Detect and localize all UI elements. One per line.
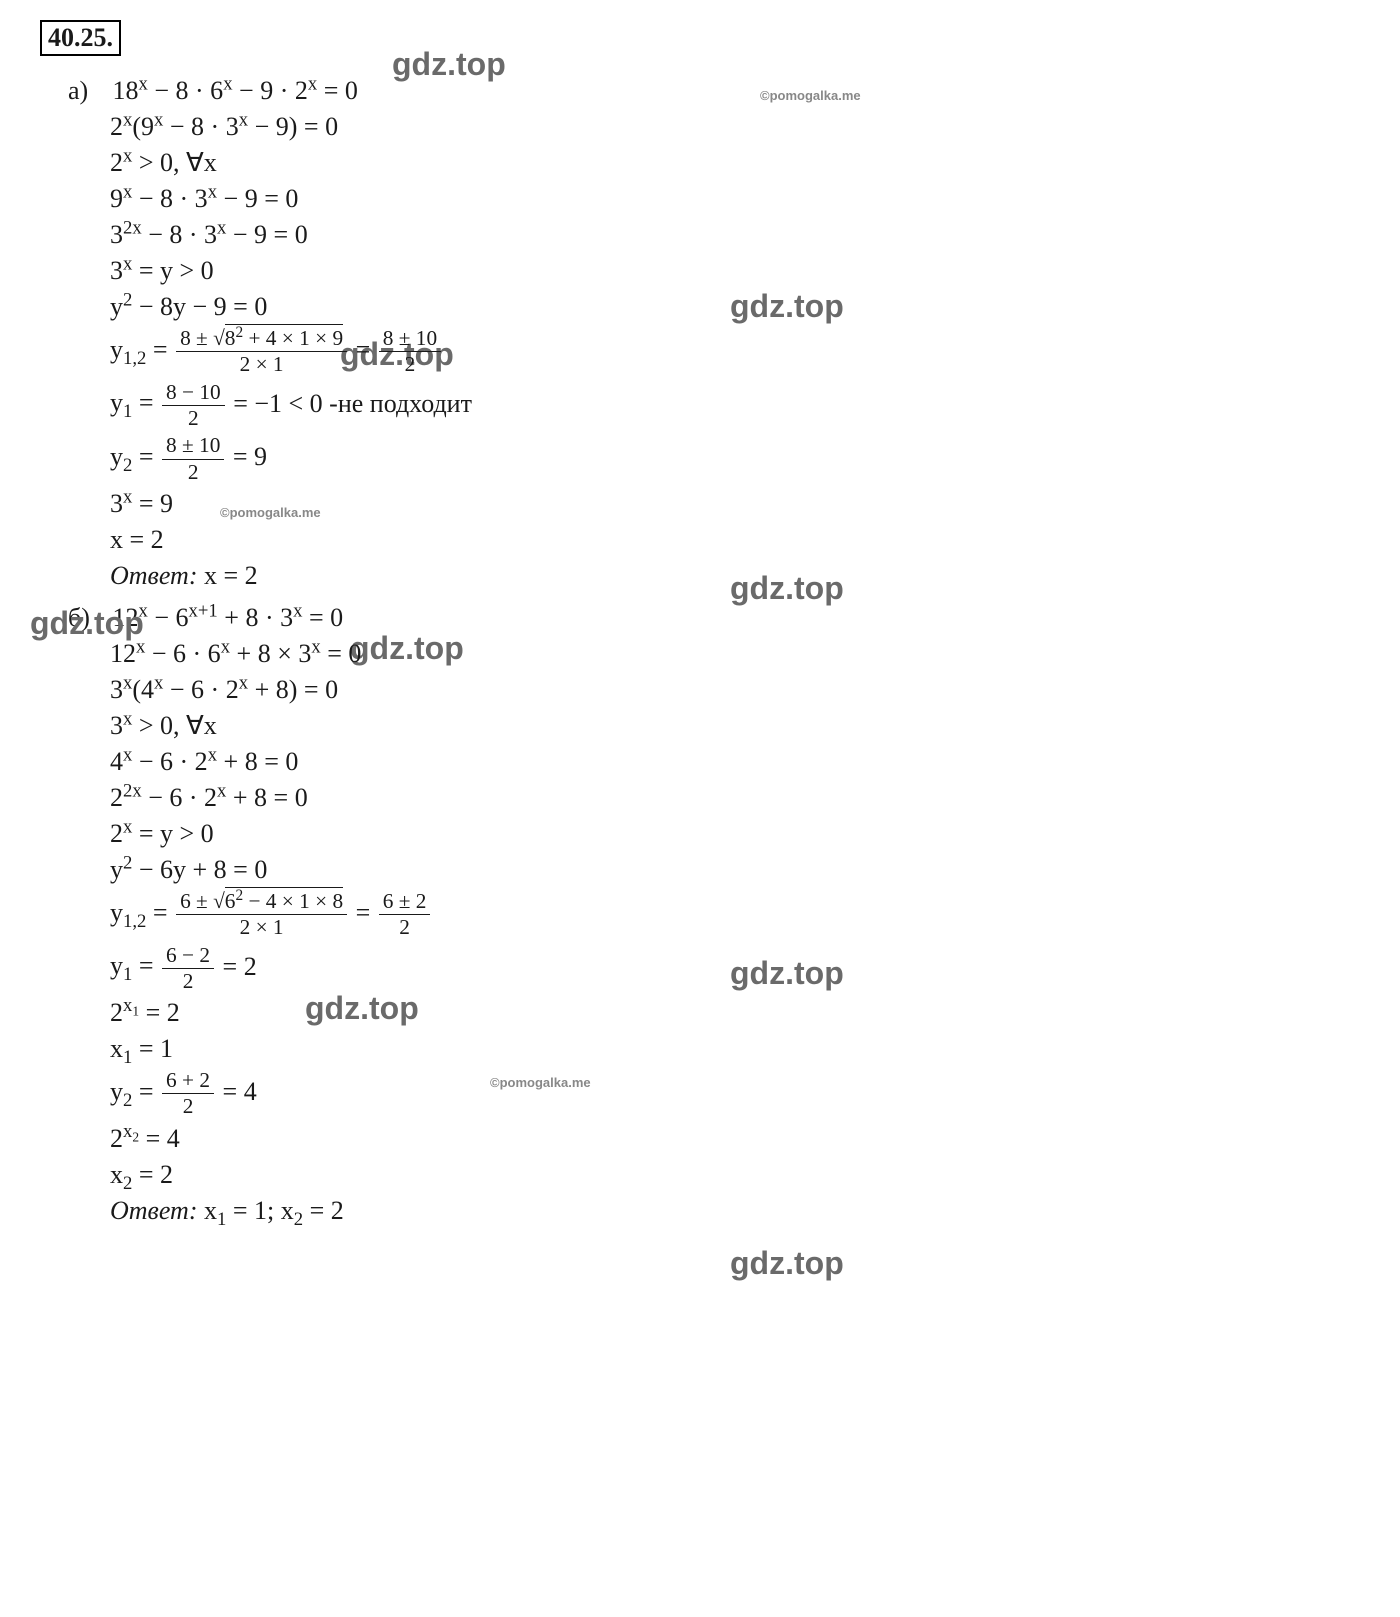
b-l13-lhs: y2 = bbox=[110, 1077, 154, 1106]
b-l9-num2: 6 ± 2 bbox=[379, 891, 431, 915]
part-a-line10: y2 = 8 ± 102 = 9 bbox=[110, 435, 1360, 483]
b-answer-label: Ответ: bbox=[110, 1196, 197, 1225]
b-l13-num: 6 + 2 bbox=[162, 1070, 214, 1094]
part-b-line1: 12x − 6x+1 + 8 · 3x = 0 bbox=[113, 603, 344, 632]
part-a-line8: y1,2 = 8 ± √82 + 4 × 1 × 92 × 1 = 8 ± 10… bbox=[110, 328, 1360, 376]
part-b-line12: x1 = 1 bbox=[110, 1034, 1360, 1064]
a-l8-lhs: y1,2 = bbox=[110, 335, 168, 364]
part-a-line2: 2x(9x − 8 · 3x − 9) = 0 bbox=[110, 112, 1360, 142]
a-l8-den: 2 × 1 bbox=[176, 352, 347, 375]
part-b-line7: 2x = y > 0 bbox=[110, 819, 1360, 849]
part-b-label: б) bbox=[68, 603, 106, 633]
a-l10-tail: = 9 bbox=[233, 442, 267, 471]
part-a-answer: Ответ: x = 2 bbox=[110, 561, 1360, 591]
a-answer-value: x = 2 bbox=[204, 561, 258, 590]
a-l10-num: 8 ± 10 bbox=[162, 435, 224, 459]
part-a-line11: 3x = 9 bbox=[110, 489, 1360, 519]
part-a-line1: 18x − 8 · 6x − 9 · 2x = 0 bbox=[113, 76, 358, 105]
a-l9-den: 2 bbox=[162, 406, 225, 429]
b-l9-eq: = bbox=[356, 898, 371, 927]
a-l8-den2: 2 bbox=[379, 352, 441, 375]
part-a-line6: 3x = y > 0 bbox=[110, 256, 1360, 286]
b-l13-tail: = 4 bbox=[223, 1077, 257, 1106]
problem-number: 40.25. bbox=[40, 20, 121, 56]
b-l10-lhs: y1 = bbox=[110, 951, 154, 980]
b-l10-num: 6 − 2 bbox=[162, 945, 214, 969]
b-l13-den: 2 bbox=[162, 1094, 214, 1117]
b-l10-tail: = 2 bbox=[223, 951, 257, 980]
part-a-line9: y1 = 8 − 102 = −1 < 0 -не подходит bbox=[110, 382, 1360, 430]
a-l9-tail: = −1 < 0 -не подходит bbox=[233, 388, 472, 417]
a-l10-lhs: y2 = bbox=[110, 442, 154, 471]
b-l9-num: 6 ± √62 − 4 × 1 × 8 bbox=[176, 891, 347, 915]
part-b-answer: Ответ: x1 = 1; x2 = 2 bbox=[110, 1196, 1360, 1226]
part-b-line4: 3x > 0, ∀x bbox=[110, 711, 1360, 741]
part-b-line13: y2 = 6 + 22 = 4 bbox=[110, 1070, 1360, 1118]
a-l9-lhs: y1 = bbox=[110, 388, 154, 417]
a-l10-den: 2 bbox=[162, 460, 224, 483]
part-a-line7: y2 − 8y − 9 = 0 bbox=[110, 292, 1360, 322]
part-b-line6: 22x − 6 · 2x + 8 = 0 bbox=[110, 783, 1360, 813]
b-l10-den: 2 bbox=[162, 969, 214, 992]
b-l9-lhs: y1,2 = bbox=[110, 898, 168, 927]
part-b-line2: 12x − 6 · 6x + 8 × 3x = 0 bbox=[110, 639, 1360, 669]
b-l9-den2: 2 bbox=[379, 915, 431, 938]
part-a-line5: 32x − 8 · 3x − 9 = 0 bbox=[110, 220, 1360, 250]
b-l9-den: 2 × 1 bbox=[176, 915, 347, 938]
a-l8-num: 8 ± √82 + 4 × 1 × 9 bbox=[176, 328, 347, 352]
part-a-line3: 2x > 0, ∀x bbox=[110, 148, 1360, 178]
part-b-line9: y1,2 = 6 ± √62 − 4 × 1 × 82 × 1 = 6 ± 22 bbox=[110, 891, 1360, 939]
part-b-line8: y2 − 6y + 8 = 0 bbox=[110, 855, 1360, 885]
part-b-line5: 4x − 6 · 2x + 8 = 0 bbox=[110, 747, 1360, 777]
part-a-line4: 9x − 8 · 3x − 9 = 0 bbox=[110, 184, 1360, 214]
a-answer-label: Ответ: bbox=[110, 561, 197, 590]
part-b-line14: 2x2 = 4 bbox=[110, 1124, 1360, 1154]
wm-gdz-9: gdz.top bbox=[730, 1245, 844, 1282]
a-l9-num: 8 − 10 bbox=[162, 382, 225, 406]
part-a-line12: x = 2 bbox=[110, 525, 1360, 555]
a-l8-num2: 8 ± 10 bbox=[379, 328, 441, 352]
a-l8-eq: = bbox=[356, 335, 371, 364]
part-b-line3: 3x(4x − 6 · 2x + 8) = 0 bbox=[110, 675, 1360, 705]
part-b-line15: x2 = 2 bbox=[110, 1160, 1360, 1190]
part-b-line11: 2x1 = 2 bbox=[110, 998, 1360, 1028]
b-answer-value: x1 = 1; x2 = 2 bbox=[204, 1196, 344, 1225]
part-a-label: а) bbox=[68, 76, 106, 106]
part-b-line10: y1 = 6 − 22 = 2 bbox=[110, 945, 1360, 993]
